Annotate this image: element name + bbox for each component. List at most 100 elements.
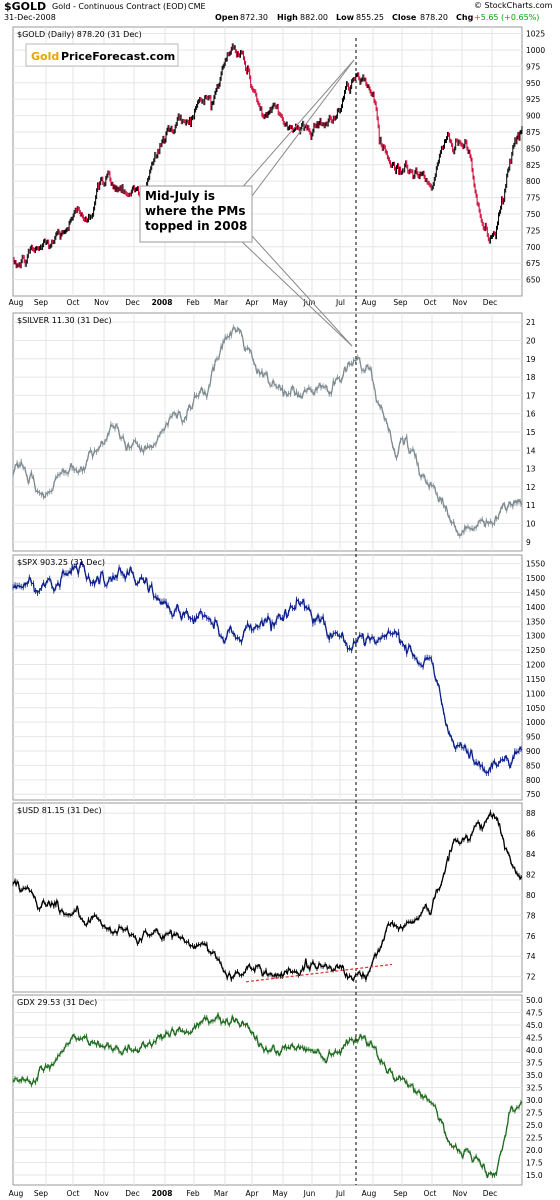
close-value: 878.20 <box>420 13 448 22</box>
panel-title: $USD 81.15 (31 Dec) <box>17 806 102 815</box>
high-label: High <box>277 13 298 22</box>
x-tick-label: May <box>272 1189 288 1198</box>
x-tick-label: Sep <box>393 298 407 307</box>
x-tick-label: Apr <box>246 298 260 307</box>
logo-text-gold: Gold <box>31 50 59 63</box>
y-tick-label: 14 <box>526 446 536 455</box>
y-tick-label: 850 <box>526 144 541 153</box>
logo-box <box>25 43 179 67</box>
y-tick-label: 50.0 <box>526 996 543 1005</box>
y-tick-label: 775 <box>526 194 541 203</box>
chart-panel-4: 72 74 76 78 80 82 84 86 88 $USD 81.15 (31 Dec) <box>12 802 536 993</box>
y-tick-label: 18 <box>526 373 536 382</box>
x-tick-label: Dec <box>125 298 140 307</box>
callout-pointer <box>251 235 353 347</box>
x-tick-label: Sep <box>34 1189 48 1198</box>
y-tick-label: 13 <box>526 465 536 474</box>
y-tick-label: 925 <box>526 95 541 104</box>
y-tick-label: 1400 <box>526 603 545 612</box>
header-date: 31-Dec-2008 <box>4 13 56 22</box>
y-tick-label: 1100 <box>526 689 545 698</box>
exchange-label: CME <box>188 2 206 11</box>
x-tick-label: 2008 <box>152 1189 173 1198</box>
y-tick-label: 21 <box>526 318 536 327</box>
y-tick-label: 74 <box>526 952 536 961</box>
y-tick-label: 32.5 <box>526 1084 543 1093</box>
y-tick-label: 19 <box>526 355 536 364</box>
x-tick-label: Oct <box>67 1189 80 1198</box>
y-tick-label: 1025 <box>526 30 545 39</box>
chg-label: Chg <box>456 13 474 22</box>
panel-title: $SILVER 11.30 (31 Dec) <box>17 316 112 325</box>
chart-panel-5: 15.0 17.5 20.0 22.5 25.0 27.5 30.0 32.5 35.0 37.5… <box>12 994 543 1186</box>
y-tick-label: 1000 <box>526 718 545 727</box>
y-tick-label: 17 <box>526 391 536 400</box>
y-tick-label: 850 <box>526 761 541 770</box>
y-tick-label: 650 <box>526 276 541 285</box>
callout-pointer <box>251 59 355 197</box>
y-tick-label: 25.0 <box>526 1121 543 1130</box>
y-tick-label: 20.0 <box>526 1146 543 1155</box>
y-tick-label: 1050 <box>526 704 545 713</box>
y-tick-label: 88 <box>526 809 536 818</box>
x-tick-label: Nov <box>453 1189 468 1198</box>
y-tick-label: 22.5 <box>526 1134 543 1143</box>
credit-text: © StockCharts.com <box>474 1 553 10</box>
contract-subtitle: Gold - Continuous Contract (EOD) <box>52 2 187 11</box>
y-tick-label: 78 <box>526 911 536 920</box>
x-tick-label: Aug <box>9 298 24 307</box>
y-tick-label: 1300 <box>526 632 545 641</box>
y-tick-label: 950 <box>526 733 541 742</box>
y-tick-label: 1350 <box>526 617 545 626</box>
y-tick-label: 1200 <box>526 661 545 670</box>
x-tick-label: Jun <box>303 298 316 307</box>
y-tick-label: 72 <box>526 973 536 982</box>
panel-frame <box>12 554 523 801</box>
y-tick-label: 76 <box>526 932 536 941</box>
x-tick-label: May <box>272 298 288 307</box>
y-tick-label: 1150 <box>526 675 545 684</box>
chart-panel-3: 750 800 850 900 950 1000 1050 1100 1150 1200 1250 1… <box>12 554 545 801</box>
y-tick-label: 17.5 <box>526 1159 543 1168</box>
symbol-title: $GOLD <box>4 0 47 13</box>
x-tick-label: 2008 <box>152 298 173 307</box>
y-tick-label: 84 <box>526 850 536 859</box>
chart-header: $GOLD Gold - Continuous Contract (EOD) C… <box>0 0 560 24</box>
y-tick-label: 30.0 <box>526 1096 543 1105</box>
chg-value: +5.65 (+0.65%) <box>474 13 540 22</box>
callout-text: topped in 2008 <box>145 219 247 233</box>
usd-support-trendline <box>245 963 393 983</box>
close-label: Close <box>392 13 417 22</box>
x-tick-label: Nov <box>94 298 109 307</box>
y-tick-label: 950 <box>526 79 541 88</box>
callout-box <box>139 185 253 243</box>
y-tick-label: 900 <box>526 747 541 756</box>
y-tick-label: 80 <box>526 891 536 900</box>
y-tick-label: 82 <box>526 871 536 880</box>
x-tick-label: Nov <box>94 1189 109 1198</box>
y-tick-label: 16 <box>526 410 536 419</box>
y-tick-label: 900 <box>526 112 541 121</box>
y-tick-label: 45.0 <box>526 1021 543 1030</box>
x-tick-label: Aug <box>9 1189 24 1198</box>
logo-text-site: PriceForecast.com <box>61 50 175 63</box>
y-tick-label: 15 <box>526 428 536 437</box>
x-tick-label: Mar <box>214 298 229 307</box>
y-tick-label: 875 <box>526 128 541 137</box>
y-tick-label: 37.5 <box>526 1059 543 1068</box>
y-tick-label: 12 <box>526 483 536 492</box>
x-tick-label: Aug <box>362 298 377 307</box>
y-tick-label: 800 <box>526 177 541 186</box>
x-tick-label: Oct <box>424 1189 437 1198</box>
y-tick-label: 825 <box>526 161 541 170</box>
panel-title: GDX 29.53 (31 Dec) <box>17 998 97 1007</box>
x-tick-label: Dec <box>483 298 498 307</box>
y-tick-label: 86 <box>526 830 536 839</box>
x-tick-label: Feb <box>186 1189 200 1198</box>
y-tick-label: 1000 <box>526 46 545 55</box>
callout-text: Mid-July is <box>145 189 215 203</box>
panel-title: $SPX 903.25 (31 Dec) <box>17 558 105 567</box>
low-label: Low <box>336 13 354 22</box>
y-tick-label: 40.0 <box>526 1046 543 1055</box>
y-tick-label: 1500 <box>526 574 545 583</box>
